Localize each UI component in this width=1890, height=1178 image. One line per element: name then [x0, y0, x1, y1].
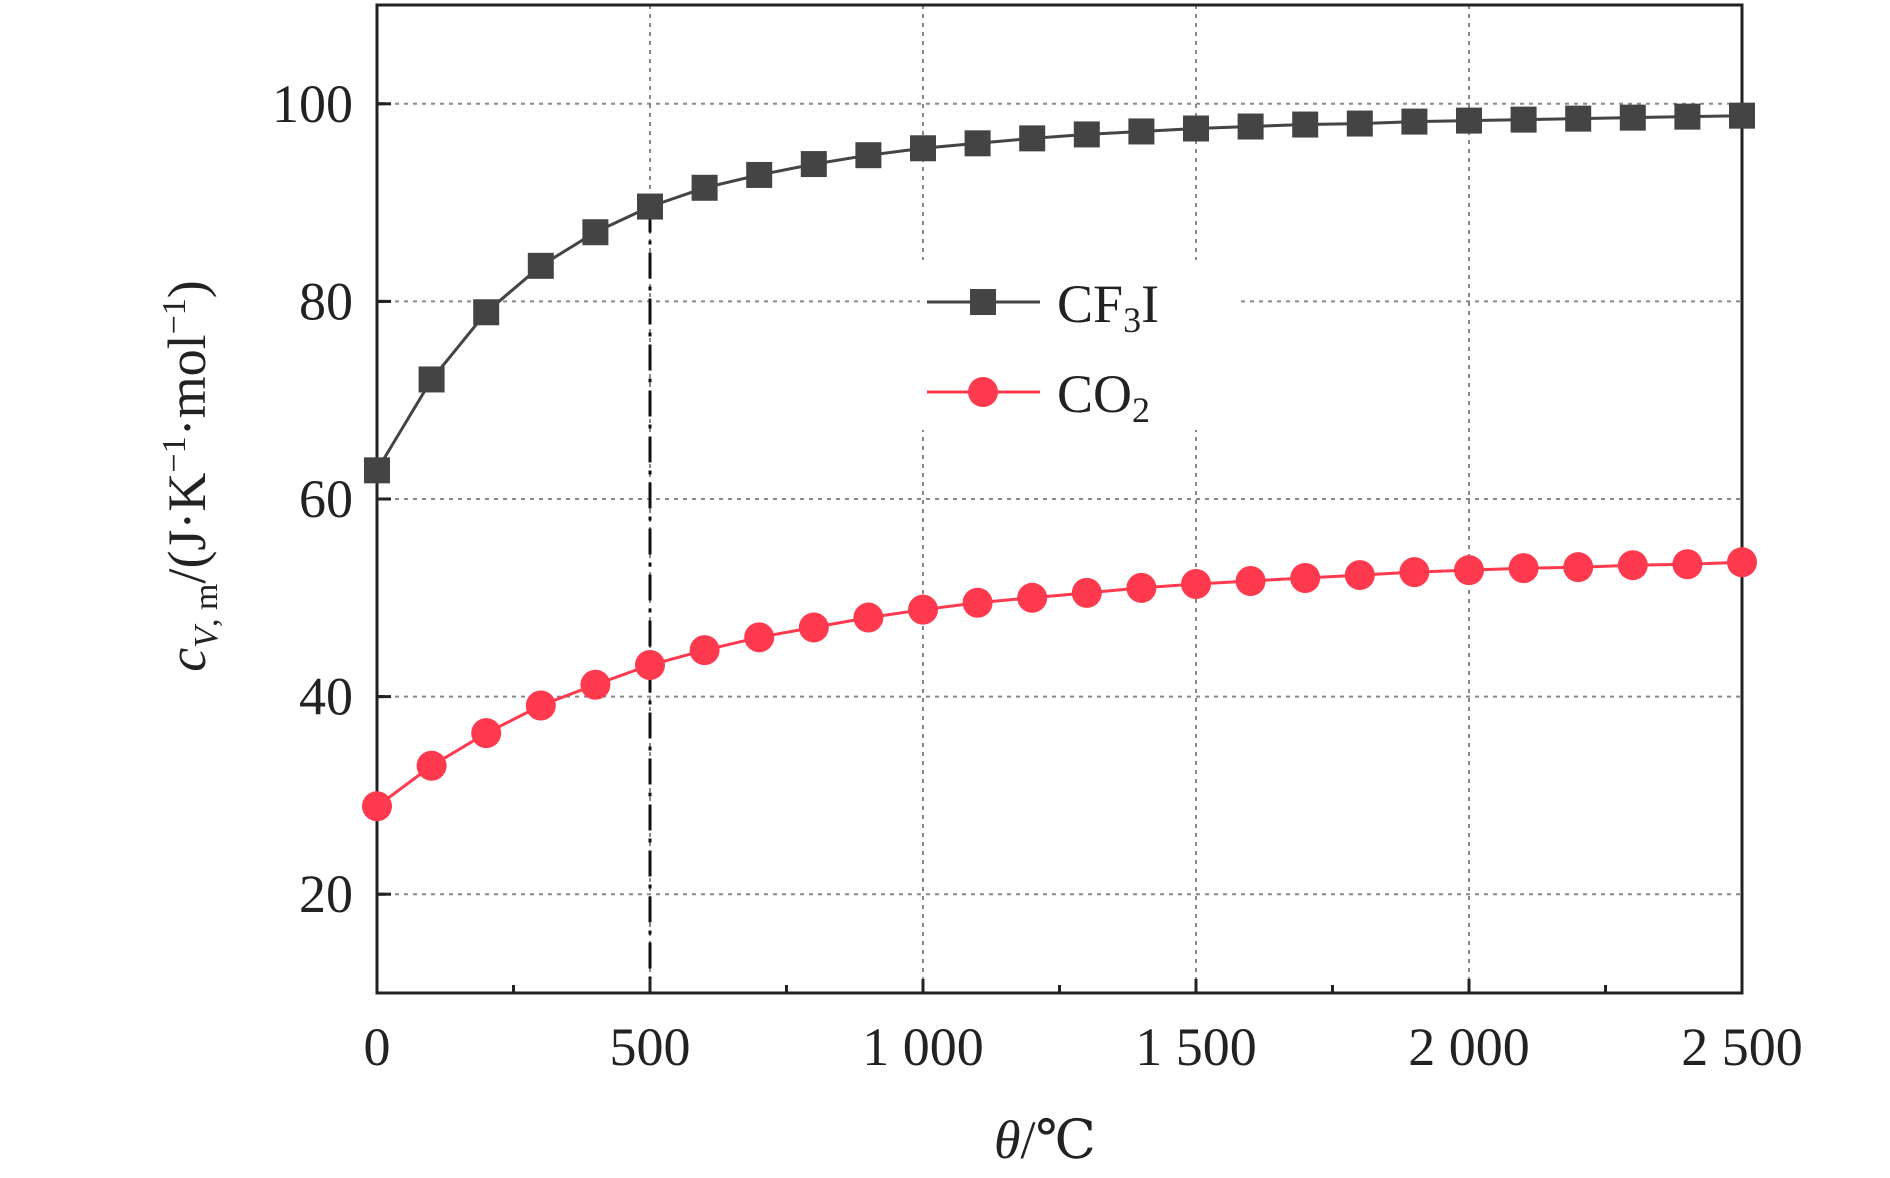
plot-frame	[375, 3, 1744, 995]
data-point	[1344, 560, 1375, 591]
data-point	[798, 612, 829, 643]
data-point	[1290, 563, 1321, 594]
data-point	[1729, 102, 1755, 129]
data-point	[527, 252, 554, 279]
data-point	[908, 594, 938, 625]
data-point	[1019, 125, 1046, 152]
data-point	[1292, 111, 1319, 138]
series-1	[362, 547, 1757, 822]
data-point	[1510, 106, 1537, 133]
data-point	[1454, 555, 1484, 586]
data-point	[1619, 104, 1646, 131]
data-point	[580, 669, 611, 700]
y-tick-label: 80	[299, 271, 353, 331]
data-point	[1073, 121, 1100, 148]
data-point	[855, 142, 882, 169]
data-point	[853, 602, 884, 633]
legend-label-co2: CO2	[1057, 364, 1150, 430]
y-tick-label: 100	[272, 74, 353, 134]
data-point	[1181, 568, 1211, 599]
data-point	[1128, 118, 1155, 145]
data-point	[800, 151, 827, 178]
data-point	[1346, 110, 1373, 137]
x-tick-label: 2 500	[1681, 1017, 1803, 1077]
data-point	[1727, 547, 1757, 578]
data-point	[744, 622, 775, 653]
data-point	[691, 174, 718, 201]
axis-ticks: 0 500 1 000 1 500 2 000 2 500 20 40 60 80 100	[272, 74, 1803, 1077]
data-point	[1235, 566, 1266, 597]
data-point	[471, 718, 502, 749]
x-tick-label: 0	[364, 1017, 391, 1077]
data-point	[1563, 552, 1594, 583]
data-point	[1237, 113, 1264, 140]
data-point	[525, 690, 556, 721]
y-tick-label: 40	[299, 667, 353, 727]
data-point	[364, 457, 390, 484]
y-tick-label: 60	[299, 469, 353, 529]
data-point	[635, 649, 665, 680]
data-point	[1071, 577, 1102, 608]
data-point	[582, 219, 609, 246]
legend-marker-cf3i	[970, 289, 996, 315]
y-tick-label: 20	[299, 864, 353, 924]
data-point	[1399, 557, 1430, 588]
legend: CF3I CO2	[920, 260, 1240, 430]
x-tick-label: 500	[610, 1017, 691, 1077]
data-point	[962, 587, 993, 618]
series-group	[362, 102, 1757, 822]
data-point	[964, 130, 991, 157]
data-point	[418, 366, 445, 393]
data-point	[1401, 108, 1428, 135]
data-point	[362, 791, 392, 822]
legend-marker-co2	[968, 377, 998, 407]
data-point	[637, 193, 663, 220]
legend-label-cf3i: CF3I	[1057, 274, 1159, 340]
x-tick-label: 2 000	[1408, 1017, 1530, 1077]
series-0	[364, 102, 1755, 484]
data-point	[1456, 107, 1482, 134]
data-point	[1565, 105, 1592, 132]
data-point	[1126, 572, 1157, 603]
y-axis-label: cV, m/(J·K−1·mol−1)	[156, 280, 225, 672]
x-tick-label: 1 000	[862, 1017, 984, 1077]
data-point	[910, 135, 936, 162]
x-tick-label: 1 500	[1135, 1017, 1257, 1077]
grid	[377, 5, 1743, 993]
data-point	[746, 161, 773, 188]
data-point	[1617, 550, 1648, 581]
data-point	[1508, 553, 1539, 584]
data-point	[689, 635, 720, 666]
x-axis-label: θ/℃	[994, 1110, 1096, 1170]
data-point	[473, 299, 500, 326]
data-point	[1672, 549, 1703, 580]
data-point	[1017, 582, 1048, 613]
data-point	[1674, 103, 1701, 130]
data-point	[1183, 115, 1209, 142]
data-point	[416, 750, 447, 781]
